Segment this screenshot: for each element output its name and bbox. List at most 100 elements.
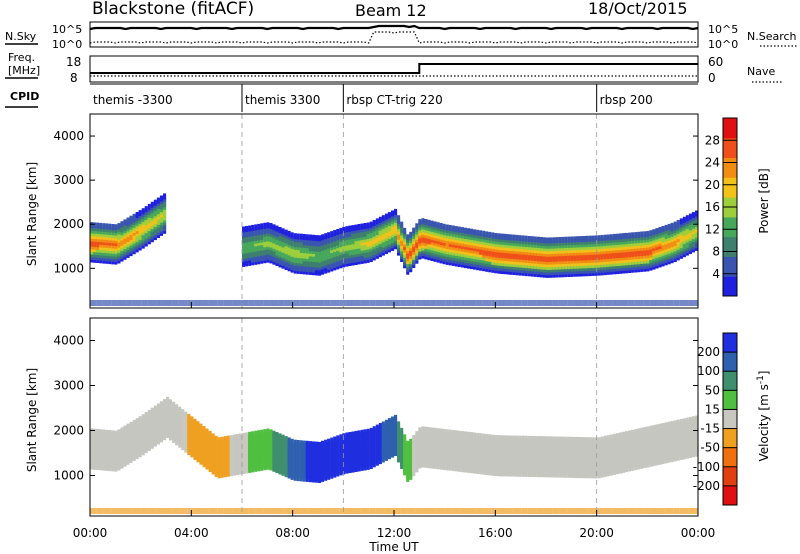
echo-cell [470,228,474,235]
echo-cell [695,210,699,217]
echo-cell [105,429,109,436]
echo-cell [552,300,556,306]
echo-cell [153,405,157,412]
noise-search-label: N.Search [747,30,797,43]
echo-cell [269,223,273,229]
echo-cell [387,300,391,306]
echo-cell [105,223,109,230]
echo-cell [612,300,616,306]
echo-cell [345,432,349,439]
echo-cell [649,300,653,306]
echo-cell [470,300,474,306]
echo-cell [628,300,632,306]
echo-cell [403,434,407,441]
echo-cell [421,300,425,306]
echo-cell [153,199,157,206]
echo-cell [518,235,522,242]
echo-cell [561,236,565,243]
echo-cell [467,300,471,306]
echo-cell [235,300,239,306]
echo-cell [603,300,607,306]
echo-cell [503,435,507,442]
echo-cell [308,441,312,448]
echo-cell [588,235,592,242]
echo-cell [418,300,422,306]
noise-right-tick-low: 10^0 [708,38,738,51]
echo-cell [223,436,227,443]
echo-cell [220,436,224,443]
echo-cell [284,436,288,443]
echo-cell [503,233,507,240]
echo-cell [257,300,261,306]
echo-cell [114,300,118,306]
echo-cell [144,206,148,213]
echo-cell [679,218,683,225]
echo-cell [387,418,391,425]
echo-cell [105,300,109,306]
echo-cell [439,223,443,229]
echo-cell [150,201,154,208]
echo-cell [433,221,437,228]
velocity-panel [89,317,699,517]
date-title: 18/Oct/2015 [588,0,688,18]
echo-cell [658,300,662,306]
echo-cell [667,300,671,306]
echo-cell [652,300,656,306]
echo-cell [658,227,662,233]
echo-cell [187,300,191,306]
echo-cell [497,233,501,240]
echo-cell [570,236,574,243]
echo-cell [670,222,674,229]
echo-cell [205,428,209,435]
echo-cell [482,433,486,440]
echo-cell [269,300,273,306]
echo-cell [257,430,261,437]
echo-cell [494,233,498,239]
echo-cell [567,236,571,243]
noise-panel: N.Sky 10^5 10^0 10^5 10^0 N.Search [5,21,798,51]
echo-cell [561,436,565,443]
echo-cell [524,300,528,306]
echo-cell [126,300,130,306]
echo-cell [108,300,112,306]
echo-cell [302,234,306,240]
echo-cell [318,300,322,306]
echo-cell [500,233,504,240]
noise-sky-label: N.Sky [5,30,37,43]
echo-cell [144,412,148,418]
echo-cell [245,300,249,306]
echo-cell [479,300,483,306]
echo-cell [184,411,188,418]
echo-cell [622,233,626,240]
echo-cell [384,300,388,306]
echo-cell [114,430,118,437]
echo-cell [254,430,258,437]
echo-cell [488,434,492,441]
echo-cell [430,220,434,227]
echo-cell [527,435,531,442]
echo-cell [272,430,276,437]
echo-cell [336,435,340,442]
echo-cell [430,427,434,434]
echo-cell [226,300,230,306]
echo-cell [515,234,519,241]
echo-cell [570,436,574,443]
echo-cell [366,300,370,306]
echo-cell [509,234,513,241]
freq-left-tick-low: 8 [70,71,78,85]
echo-cell [615,300,619,306]
echo-cell [582,437,586,444]
echo-cell [305,300,309,306]
echo-cell [278,433,282,440]
echo-cell [454,430,458,437]
echo-cell [351,300,355,306]
echo-cell [278,227,282,233]
echo-cell [266,300,270,306]
echo-cell [397,215,401,222]
cpid-segment-label: themis -3300 [93,93,173,107]
echo-cell [251,431,255,438]
echo-cell [111,430,115,437]
echo-cell [369,427,373,434]
echo-cell [457,430,461,437]
